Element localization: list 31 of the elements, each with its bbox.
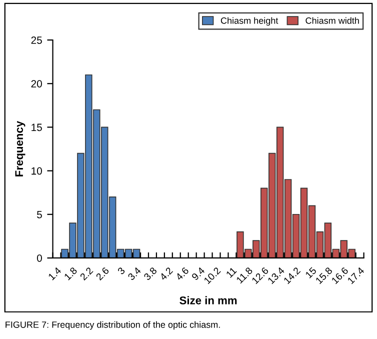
x-tick-label: 11.8 bbox=[236, 266, 253, 284]
y-tick-label: 15 bbox=[32, 124, 42, 132]
x-tick-label: 4.2 bbox=[159, 266, 174, 281]
y-tick-label: 5 bbox=[36, 210, 42, 218]
x-tick-label: 1.4 bbox=[48, 266, 62, 280]
x-tick-label: 3.4 bbox=[127, 266, 142, 281]
x-tick-label: 13.4 bbox=[267, 266, 285, 284]
x-tick-label: 16.6 bbox=[331, 266, 349, 284]
x-tick-label: 9.4 bbox=[191, 266, 206, 281]
x-tick-label: 4.6 bbox=[175, 266, 190, 281]
x-axis-title: Size in mm bbox=[180, 296, 237, 304]
legend-label: Chiasm height bbox=[220, 17, 278, 26]
x-tick-label: 17.4 bbox=[347, 266, 365, 284]
legend-label: Chiasm width bbox=[306, 17, 359, 24]
x-tick-label: 1.8 bbox=[64, 266, 78, 280]
x-tick-label: 2.2 bbox=[80, 266, 94, 281]
x-tick-label: 15.8 bbox=[315, 266, 333, 284]
y-axis-title: Frequency bbox=[15, 120, 26, 176]
x-tick-label: 14.2 bbox=[283, 266, 301, 284]
x-tick-label: 3.8 bbox=[143, 266, 158, 281]
x-tick-label: 3 bbox=[117, 266, 126, 275]
y-tick-label: 25 bbox=[31, 36, 42, 44]
y-tick-label: 10 bbox=[32, 167, 42, 175]
caption: FIGURE 7: Frequency distribution of the optic chiasm. bbox=[6, 321, 220, 330]
x-tick-label: 10.2 bbox=[204, 266, 221, 284]
x-tick-label: 2.6 bbox=[96, 266, 110, 281]
x-tick-label: 15 bbox=[305, 266, 317, 278]
y-tick-label: 0 bbox=[36, 254, 42, 262]
y-tick-label: 20 bbox=[31, 80, 42, 88]
x-tick-label: 11 bbox=[226, 266, 237, 278]
x-tick-label: 12.6 bbox=[251, 266, 269, 284]
